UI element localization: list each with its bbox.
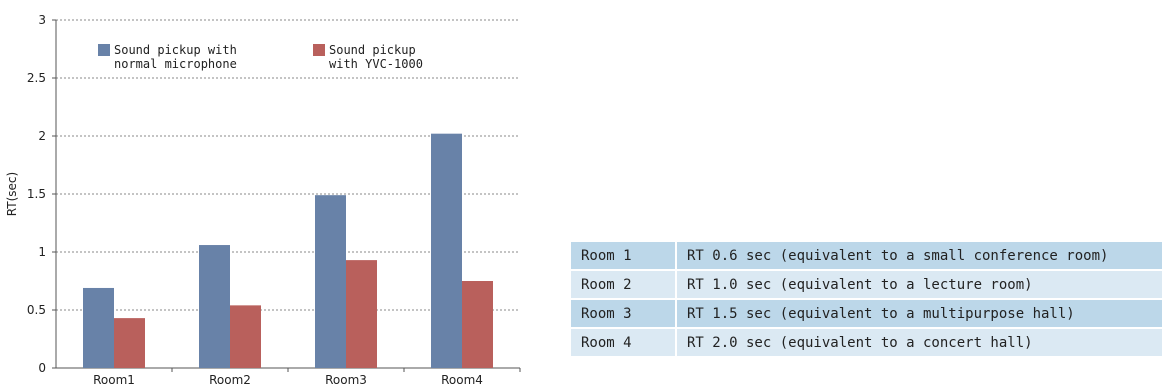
table-row: Room 1 RT 0.6 sec (equivalent to a small… (571, 242, 1162, 271)
y-tick-label: 1 (38, 245, 46, 259)
room-description-cell: RT 2.0 sec (equivalent to a concert hall… (676, 328, 1162, 358)
table-row: Room 3 RT 1.5 sec (equivalent to a multi… (571, 299, 1162, 329)
y-tick-label: 2.5 (27, 71, 46, 85)
x-tick-label: Room3 (325, 373, 367, 387)
y-tick-label: 2 (38, 129, 46, 143)
rt-bar-chart: 0 0.5 1 1.5 2 2.5 3 RT(sec) Room1 Room2 Room3 Room4… (5, 13, 521, 387)
legend-swatch (313, 44, 325, 56)
legend-label: Sound pickup with normal microphone (114, 43, 237, 71)
table-row: Room 4 RT 2.0 sec (equivalent to a conce… (571, 328, 1162, 358)
room-name-cell: Room 3 (571, 299, 677, 329)
bar (114, 318, 145, 368)
room-description-cell: RT 0.6 sec (equivalent to a small confer… (676, 242, 1162, 271)
room-description-cell: RT 1.5 sec (equivalent to a multipurpose… (676, 299, 1162, 329)
y-tick-label: 3 (38, 13, 46, 27)
room-name-cell: Room 2 (571, 270, 677, 300)
room-name-cell: Room 1 (571, 242, 677, 271)
bar (346, 260, 377, 368)
table-row: Room 2 RT 1.0 sec (equivalent to a lectu… (571, 270, 1162, 300)
bar (83, 287, 114, 368)
legend-swatch (98, 44, 110, 56)
room-description-cell: RT 1.0 sec (equivalent to a lecture room… (676, 270, 1162, 300)
legend-label: Sound pickup with YVC-1000 (329, 43, 423, 71)
y-axis-label: RT(sec) (5, 172, 19, 216)
x-tick-label: Room4 (441, 373, 483, 387)
room-name-cell: Room 4 (571, 328, 677, 358)
bar (431, 133, 462, 368)
x-tick-label: Room2 (209, 373, 251, 387)
y-tick-label: 0.5 (27, 303, 46, 317)
room-description-table: Room 1 RT 0.6 sec (equivalent to a small… (571, 242, 1162, 358)
x-tick-label: Room1 (93, 373, 135, 387)
y-tick-label: 1.5 (27, 187, 46, 201)
bar (315, 195, 346, 368)
bar (462, 281, 493, 368)
bar (230, 305, 261, 368)
y-tick-label: 0 (38, 361, 46, 375)
bar (199, 245, 230, 368)
